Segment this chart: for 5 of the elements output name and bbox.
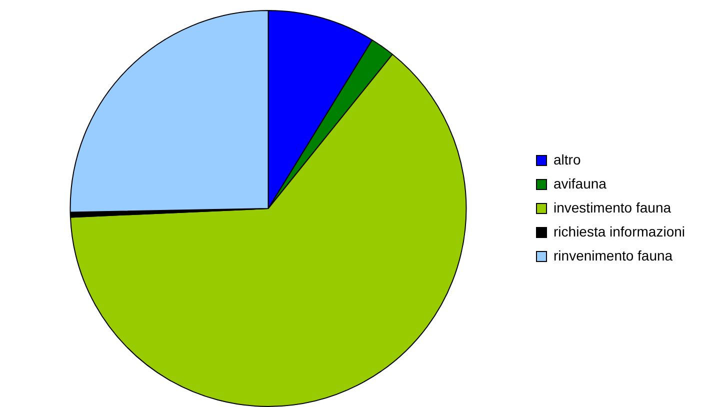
legend-label: avifauna: [554, 175, 607, 192]
legend-label: rinvenimento fauna: [554, 247, 673, 264]
legend-label: richiesta informazioni: [554, 223, 686, 240]
legend-label: altro: [554, 151, 581, 168]
legend-label: investimento fauna: [554, 199, 672, 216]
